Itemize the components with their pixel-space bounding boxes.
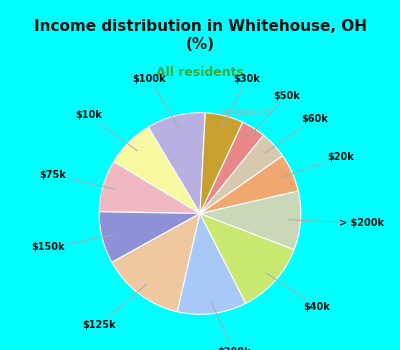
Text: $20k: $20k [281,152,354,177]
Text: Income distribution in Whitehouse, OH
(%): Income distribution in Whitehouse, OH (%… [34,19,366,52]
Text: $125k: $125k [83,284,147,330]
Wedge shape [200,214,294,303]
Text: > $200k: > $200k [288,218,384,228]
Wedge shape [99,212,200,262]
Text: $200k: $200k [211,302,250,350]
Wedge shape [200,113,242,214]
Wedge shape [200,135,282,214]
Text: $60k: $60k [265,114,329,153]
Text: $150k: $150k [32,235,114,252]
Wedge shape [200,191,301,250]
Text: City-Data.com: City-Data.com [218,108,272,117]
Wedge shape [112,214,200,312]
Wedge shape [99,162,200,214]
Wedge shape [177,214,246,314]
Text: $40k: $40k [266,273,330,312]
Text: All residents: All residents [156,66,244,79]
Text: $10k: $10k [75,110,137,151]
Wedge shape [200,122,264,214]
Text: $30k: $30k [222,74,260,127]
Text: $75k: $75k [40,170,115,189]
Text: $100k: $100k [133,74,178,127]
Wedge shape [114,127,200,214]
Wedge shape [200,156,298,214]
Wedge shape [148,113,205,214]
Text: $50k: $50k [247,91,300,138]
